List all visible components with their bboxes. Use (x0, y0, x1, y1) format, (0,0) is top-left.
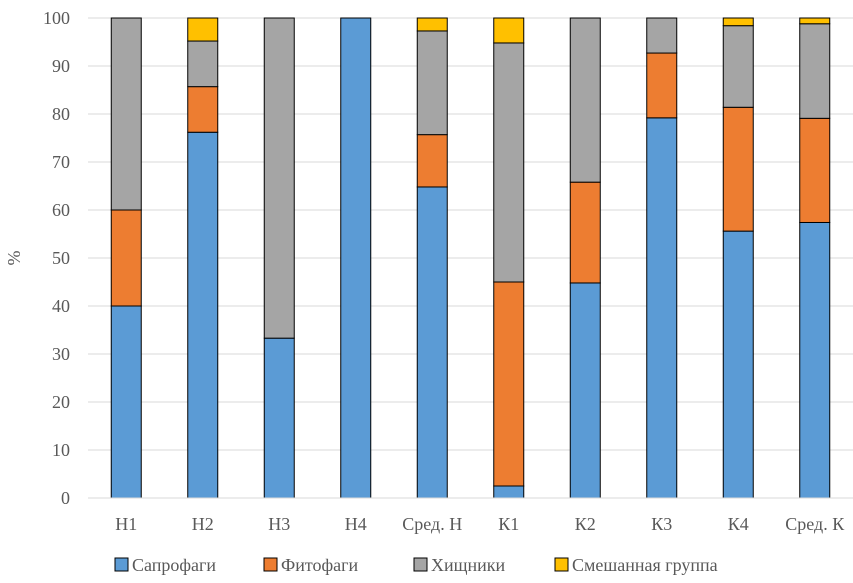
bar-segment (799, 17, 831, 25)
y-axis-title: % (4, 251, 24, 266)
bar-segment (493, 17, 525, 44)
legend-swatch (263, 557, 278, 572)
x-tick-label: Сред. Н (402, 514, 462, 534)
y-tick-label: 50 (52, 248, 70, 268)
y-tick-label: 20 (52, 392, 70, 412)
legend-swatch (413, 557, 428, 572)
y-tick-label: 100 (43, 8, 70, 28)
y-tick-label: 70 (52, 152, 70, 172)
y-tick-label: 0 (61, 488, 70, 508)
y-tick-label: 10 (52, 440, 70, 460)
bar-segment (493, 42, 525, 283)
bar-segment (493, 281, 525, 487)
y-axis-ticks: 0 10 20 30 40 50 60 70 80 90 100 (43, 8, 70, 508)
x-tick-label: Н3 (268, 514, 290, 534)
bar-segment (187, 131, 219, 499)
bar-segment (110, 17, 142, 211)
bar-segment (646, 52, 678, 119)
legend-label: Фитофаги (281, 555, 359, 575)
bar-segment (416, 17, 448, 32)
bar-segment (722, 230, 754, 499)
x-tick-label: Н4 (345, 514, 367, 534)
bar-segment (722, 17, 754, 27)
bar-segment (799, 117, 831, 223)
bar-segment (263, 337, 295, 499)
bar-segment (493, 485, 525, 499)
y-tick-label: 40 (52, 296, 70, 316)
bar-segment (799, 221, 831, 499)
y-tick-label: 30 (52, 344, 70, 364)
bar-segment (187, 86, 219, 133)
x-tick-label: Сред. К (785, 514, 845, 534)
bar-segment (187, 40, 219, 88)
legend-label: Хищники (431, 555, 506, 575)
bar-segment (187, 17, 219, 42)
bar-segment (569, 17, 601, 183)
legend: Сапрофаги Фитофаги Хищники Смешанная группа (114, 555, 718, 575)
y-tick-label: 60 (52, 200, 70, 220)
x-tick-label: Н1 (115, 514, 137, 534)
legend-label: Сапрофаги (132, 555, 216, 575)
bar-segment (799, 23, 831, 119)
bar-segment (646, 117, 678, 499)
bar-segment (416, 186, 448, 499)
bar-segment (110, 209, 142, 307)
x-tick-label: К4 (728, 514, 749, 534)
x-tick-label: К3 (651, 514, 672, 534)
legend-swatch (114, 557, 129, 572)
legend-label: Смешанная группа (572, 555, 718, 575)
bar-segment (416, 134, 448, 188)
bars (110, 17, 831, 499)
x-tick-label: К1 (498, 514, 519, 534)
y-tick-label: 80 (52, 104, 70, 124)
legend-swatch (554, 557, 569, 572)
bar-segment (569, 181, 601, 284)
x-tick-label: Н2 (192, 514, 214, 534)
bar-segment (416, 30, 448, 136)
bar-segment (110, 305, 142, 499)
bar-segment (340, 17, 372, 499)
x-tick-label: К2 (575, 514, 596, 534)
y-tick-label: 90 (52, 56, 70, 76)
bar-segment (722, 106, 754, 232)
bar-segment (722, 25, 754, 108)
x-axis-ticks: Н1 Н2 Н3 Н4 Сред. Н К1 К2 К3 К4 Сред. К (115, 514, 845, 534)
bar-segment (263, 17, 295, 339)
bar-segment (646, 17, 678, 54)
bar-segment (569, 282, 601, 499)
